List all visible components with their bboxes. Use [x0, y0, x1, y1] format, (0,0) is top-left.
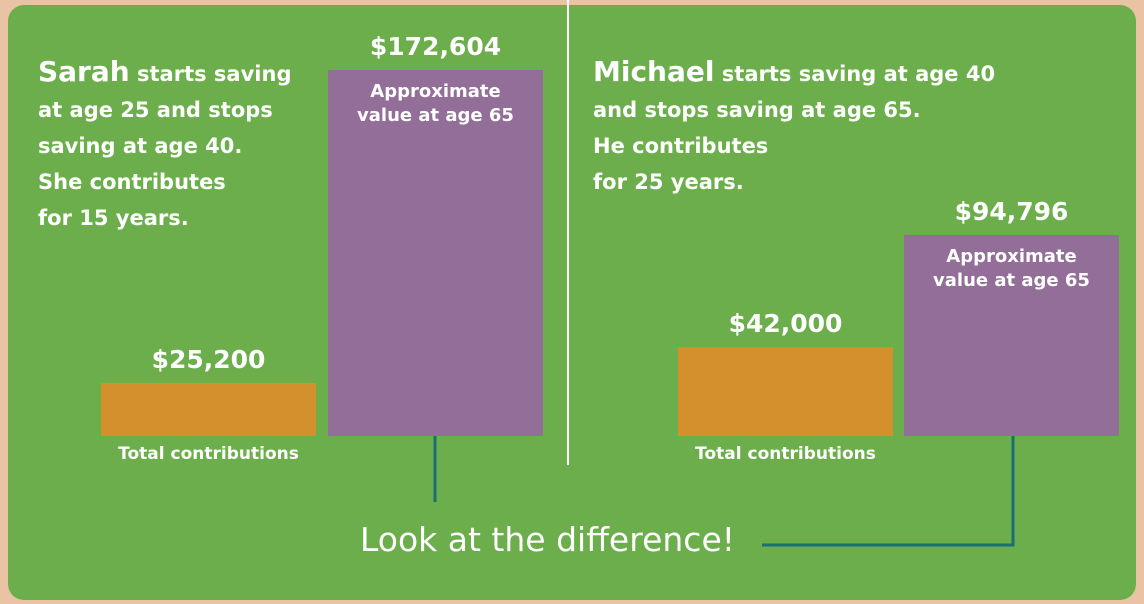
intro-text: Michael starts saving at age 40 and stops… [593, 54, 1053, 200]
value-label: $172,604 [316, 32, 556, 61]
intro-line: at age 25 and stops [38, 98, 273, 122]
page: Look at the difference! (() => { const d… [0, 0, 1144, 604]
value-label: $25,200 [89, 345, 329, 374]
value-label: $42,000 [666, 309, 906, 338]
intro-line: starts saving at age 40 [722, 62, 995, 86]
person-name: Michael [593, 55, 714, 88]
category-label: Approximate value at age 65 [328, 80, 543, 128]
bar [101, 383, 316, 436]
intro-line: saving at age 40. [38, 134, 242, 158]
intro-line: for 15 years. [38, 206, 189, 230]
person-name: Sarah [38, 55, 130, 88]
intro-line: He contributes [593, 134, 768, 158]
intro-line: starts saving [137, 62, 291, 86]
bar [678, 347, 893, 436]
category-label: Total contributions [81, 444, 336, 464]
intro-line: and stops saving at age 65. [593, 98, 921, 122]
intro-text: Sarah starts saving at age 25 and stops sa… [38, 54, 328, 236]
intro-line: She contributes [38, 170, 226, 194]
intro-line: for 25 years. [593, 170, 744, 194]
value-label: $94,796 [892, 197, 1132, 226]
category-label: Total contributions [658, 444, 913, 464]
category-label: Approximate value at age 65 [904, 245, 1119, 293]
